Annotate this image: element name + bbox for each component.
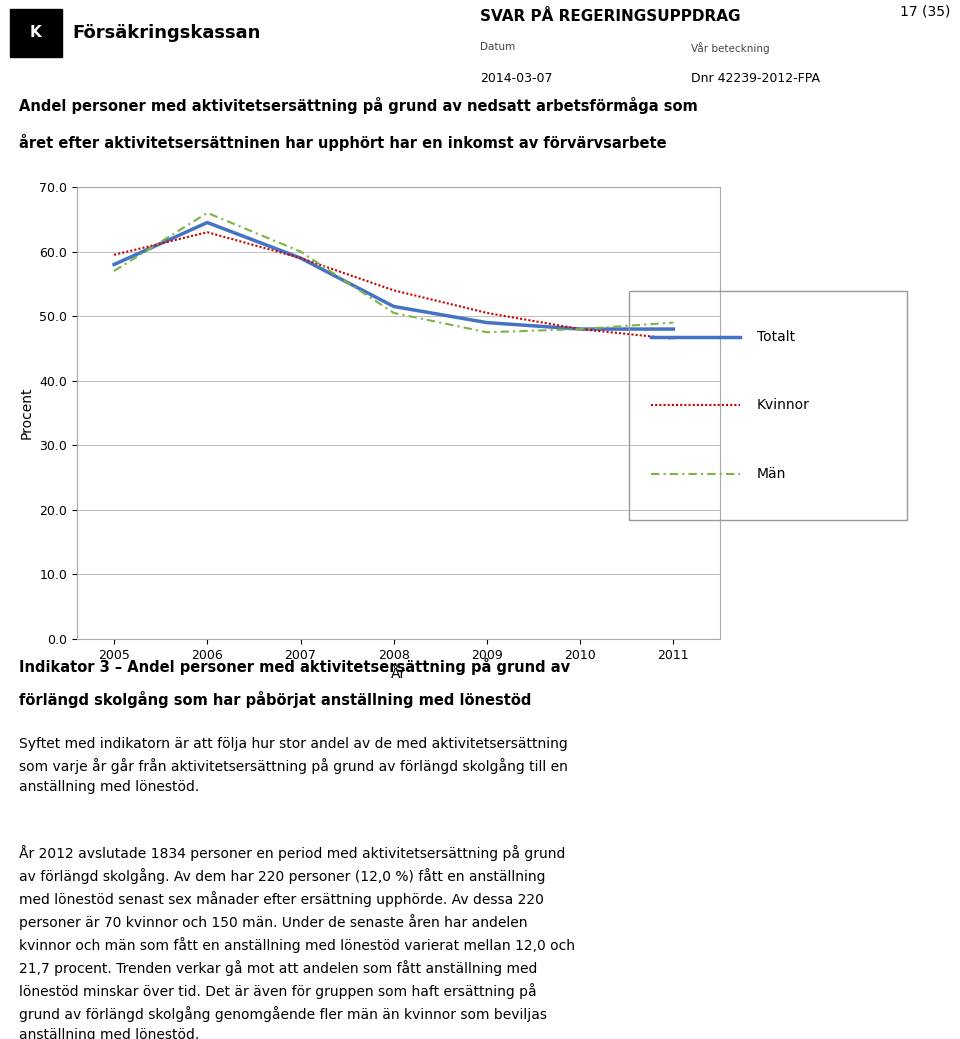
Text: förlängd skolgång som har påbörjat anställning med lönestöd: förlängd skolgång som har påbörjat anstä… xyxy=(19,691,532,709)
FancyBboxPatch shape xyxy=(10,8,62,57)
Text: Datum: Datum xyxy=(480,43,516,52)
Text: Män: Män xyxy=(756,467,786,481)
Text: 2014-03-07: 2014-03-07 xyxy=(480,73,553,85)
Text: SVAR PÅ REGERINGSUPPDRAG: SVAR PÅ REGERINGSUPPDRAG xyxy=(480,8,740,24)
Text: året efter aktivitetsersättninen har upphört har en inkomst av förvärvsarbete: året efter aktivitetsersättninen har upp… xyxy=(19,134,667,151)
Text: Försäkringskassan: Försäkringskassan xyxy=(72,24,260,42)
Text: Dnr 42239-2012-FPA: Dnr 42239-2012-FPA xyxy=(691,73,820,85)
Text: 17 (35): 17 (35) xyxy=(900,4,950,19)
X-axis label: År: År xyxy=(391,667,406,682)
Y-axis label: Procent: Procent xyxy=(19,387,34,439)
Text: Syftet med indikatorn är att följa hur stor andel av de med aktivitetsersättning: Syftet med indikatorn är att följa hur s… xyxy=(19,738,568,795)
Text: År 2012 avslutade 1834 personer en period med aktivitetsersättning på grund
av f: År 2012 avslutade 1834 personer en perio… xyxy=(19,845,575,1039)
Text: K: K xyxy=(30,25,41,41)
Text: Indikator 3 – Andel personer med aktivitetsersättning på grund av: Indikator 3 – Andel personer med aktivit… xyxy=(19,659,570,675)
Text: Kvinnor: Kvinnor xyxy=(756,398,809,412)
Text: Totalt: Totalt xyxy=(756,329,795,344)
Text: Vår beteckning: Vår beteckning xyxy=(691,43,770,54)
Text: Andel personer med aktivitetsersättning på grund av nedsatt arbetsförmåga som: Andel personer med aktivitetsersättning … xyxy=(19,98,698,114)
